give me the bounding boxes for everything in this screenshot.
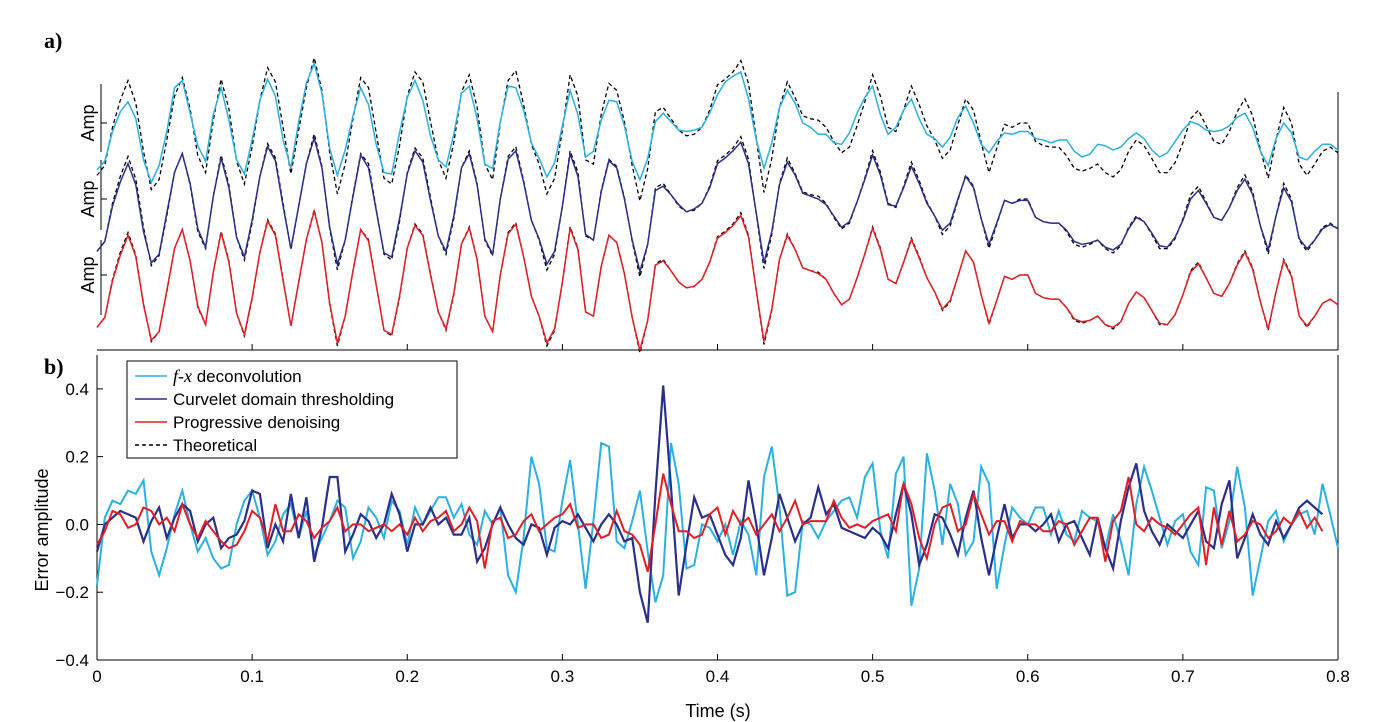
legend-label-fx-rest: deconvolution xyxy=(192,367,302,386)
legend: f-x deconvolution Curvelet domain thresh… xyxy=(126,360,458,459)
x-tick-label: 0.7 xyxy=(1171,667,1195,686)
x-tick-label: 0.5 xyxy=(861,667,885,686)
x-tick-label: 0.1 xyxy=(240,667,264,686)
legend-label-theoretical: Theoretical xyxy=(173,436,257,455)
y-tick-label: −0.2 xyxy=(55,583,89,602)
y-tick-label: −0.4 xyxy=(55,651,89,670)
curvelet-domain-thresholding-trace xyxy=(96,135,1339,275)
theoretical-trace-1 xyxy=(96,57,1339,202)
x-tick-label: 0.3 xyxy=(551,667,575,686)
amp-label-3: Amp xyxy=(78,256,98,293)
f-x-deconvolution-trace xyxy=(96,61,1339,185)
y-axis-label: Error amplitude xyxy=(32,468,52,591)
x-tick-label: 0.4 xyxy=(706,667,730,686)
panel-label-b: b) xyxy=(44,354,64,379)
amp-label-2: Amp xyxy=(78,180,98,217)
panel-label-a: a) xyxy=(44,28,62,53)
legend-label-curvelet: Curvelet domain thresholding xyxy=(173,390,394,409)
y-tick-label: 0.4 xyxy=(65,380,89,399)
x-axis-label: Time (s) xyxy=(685,701,750,721)
legend-label-fx: f-x deconvolution xyxy=(173,366,302,386)
legend-label-fx-italic: f-x xyxy=(173,366,192,386)
progressive-denoising-error-line xyxy=(96,473,1324,573)
panel-a-traces: Amp Amp Amp xyxy=(78,57,1339,354)
f-x-deconvolution-error-line xyxy=(96,441,1339,607)
x-tick-label: 0.8 xyxy=(1326,667,1350,686)
x-tick-label: 0 xyxy=(92,667,101,686)
progressive-denoising-trace xyxy=(96,208,1339,351)
panel-b-error-plot: 0 0.1 0.2 0.3 0.4 0.5 0.6 0.7 0.8 0.4 0.2 0.0 −0.2 −0… xyxy=(55,355,1350,686)
x-tick-label: 0.6 xyxy=(1016,667,1040,686)
legend-label-progressive: Progressive denoising xyxy=(173,413,340,432)
amp-label-1: Amp xyxy=(78,104,98,141)
y-tick-label: 0.2 xyxy=(65,448,89,467)
x-tick-label: 0.2 xyxy=(395,667,419,686)
y-tick-label: 0.0 xyxy=(65,515,89,534)
legend-box xyxy=(126,360,458,459)
